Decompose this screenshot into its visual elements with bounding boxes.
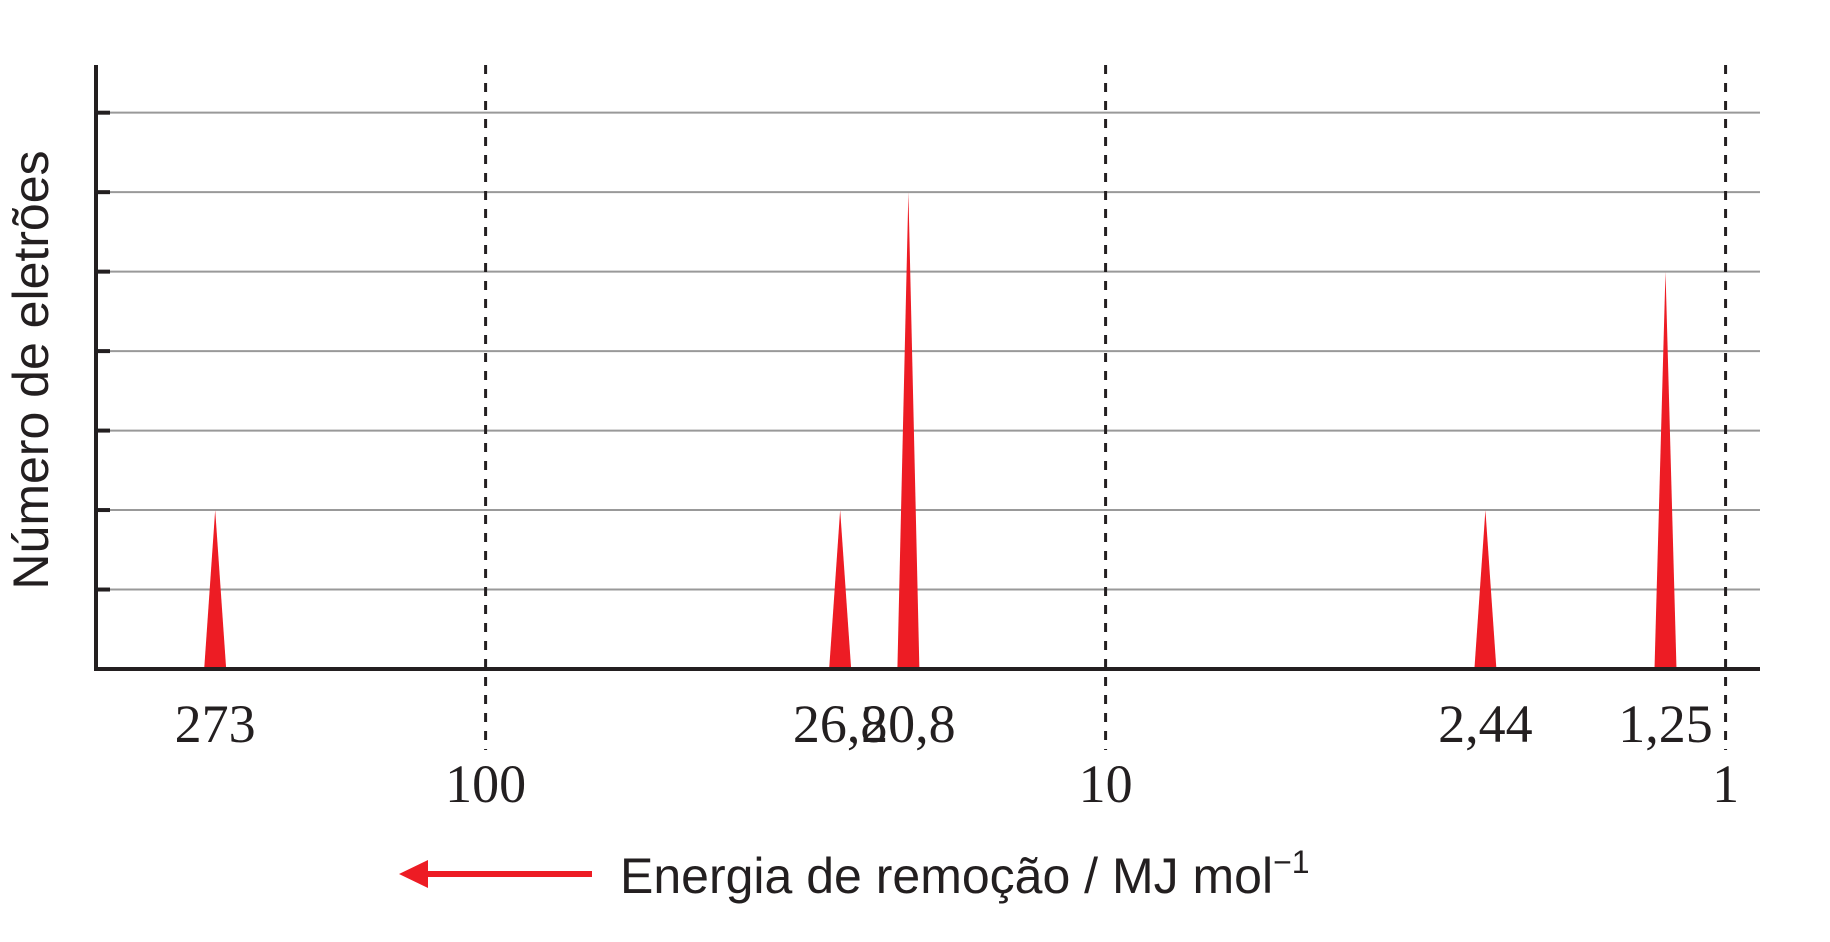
peak-label-2: 26,8 [793,694,888,754]
y-ticks [96,110,110,592]
major-tick-label-10: 10 [1079,754,1133,814]
gridlines [96,111,1760,591]
y-axis-title: Número de eletrões [3,150,59,589]
peak-2 [829,510,852,669]
major-tick-label-100: 100 [445,754,526,814]
axes [94,65,1760,671]
peaks [204,192,1677,669]
peak-labels: 273 26,820,8 2,44 1,25 [175,694,1713,754]
major-tick-label-1: 1 [1712,754,1739,814]
x-axis-title: Energia de remoção / MJ mol−1 [620,844,1310,904]
peak-label-3: 20,8 [861,694,956,754]
major-tick-lines [484,65,1728,750]
peak-label-5: 1,25 [1618,694,1713,754]
x-axis-title-group: Energia de remoção / MJ mol−1 [399,844,1310,904]
major-tick-labels: 100 10 1 [445,754,1739,814]
peak-5 [1654,271,1677,669]
peak-3 [897,192,920,669]
direction-arrow-head [399,860,428,888]
x-axis-title-superscript: −1 [1273,844,1309,880]
peak-4 [1474,510,1497,669]
peak-label-1: 273 [175,694,256,754]
peak-label-4: 2,44 [1438,694,1533,754]
x-axis-title-text: Energia de remoção / MJ mol [620,848,1273,904]
peak-1 [204,510,227,669]
